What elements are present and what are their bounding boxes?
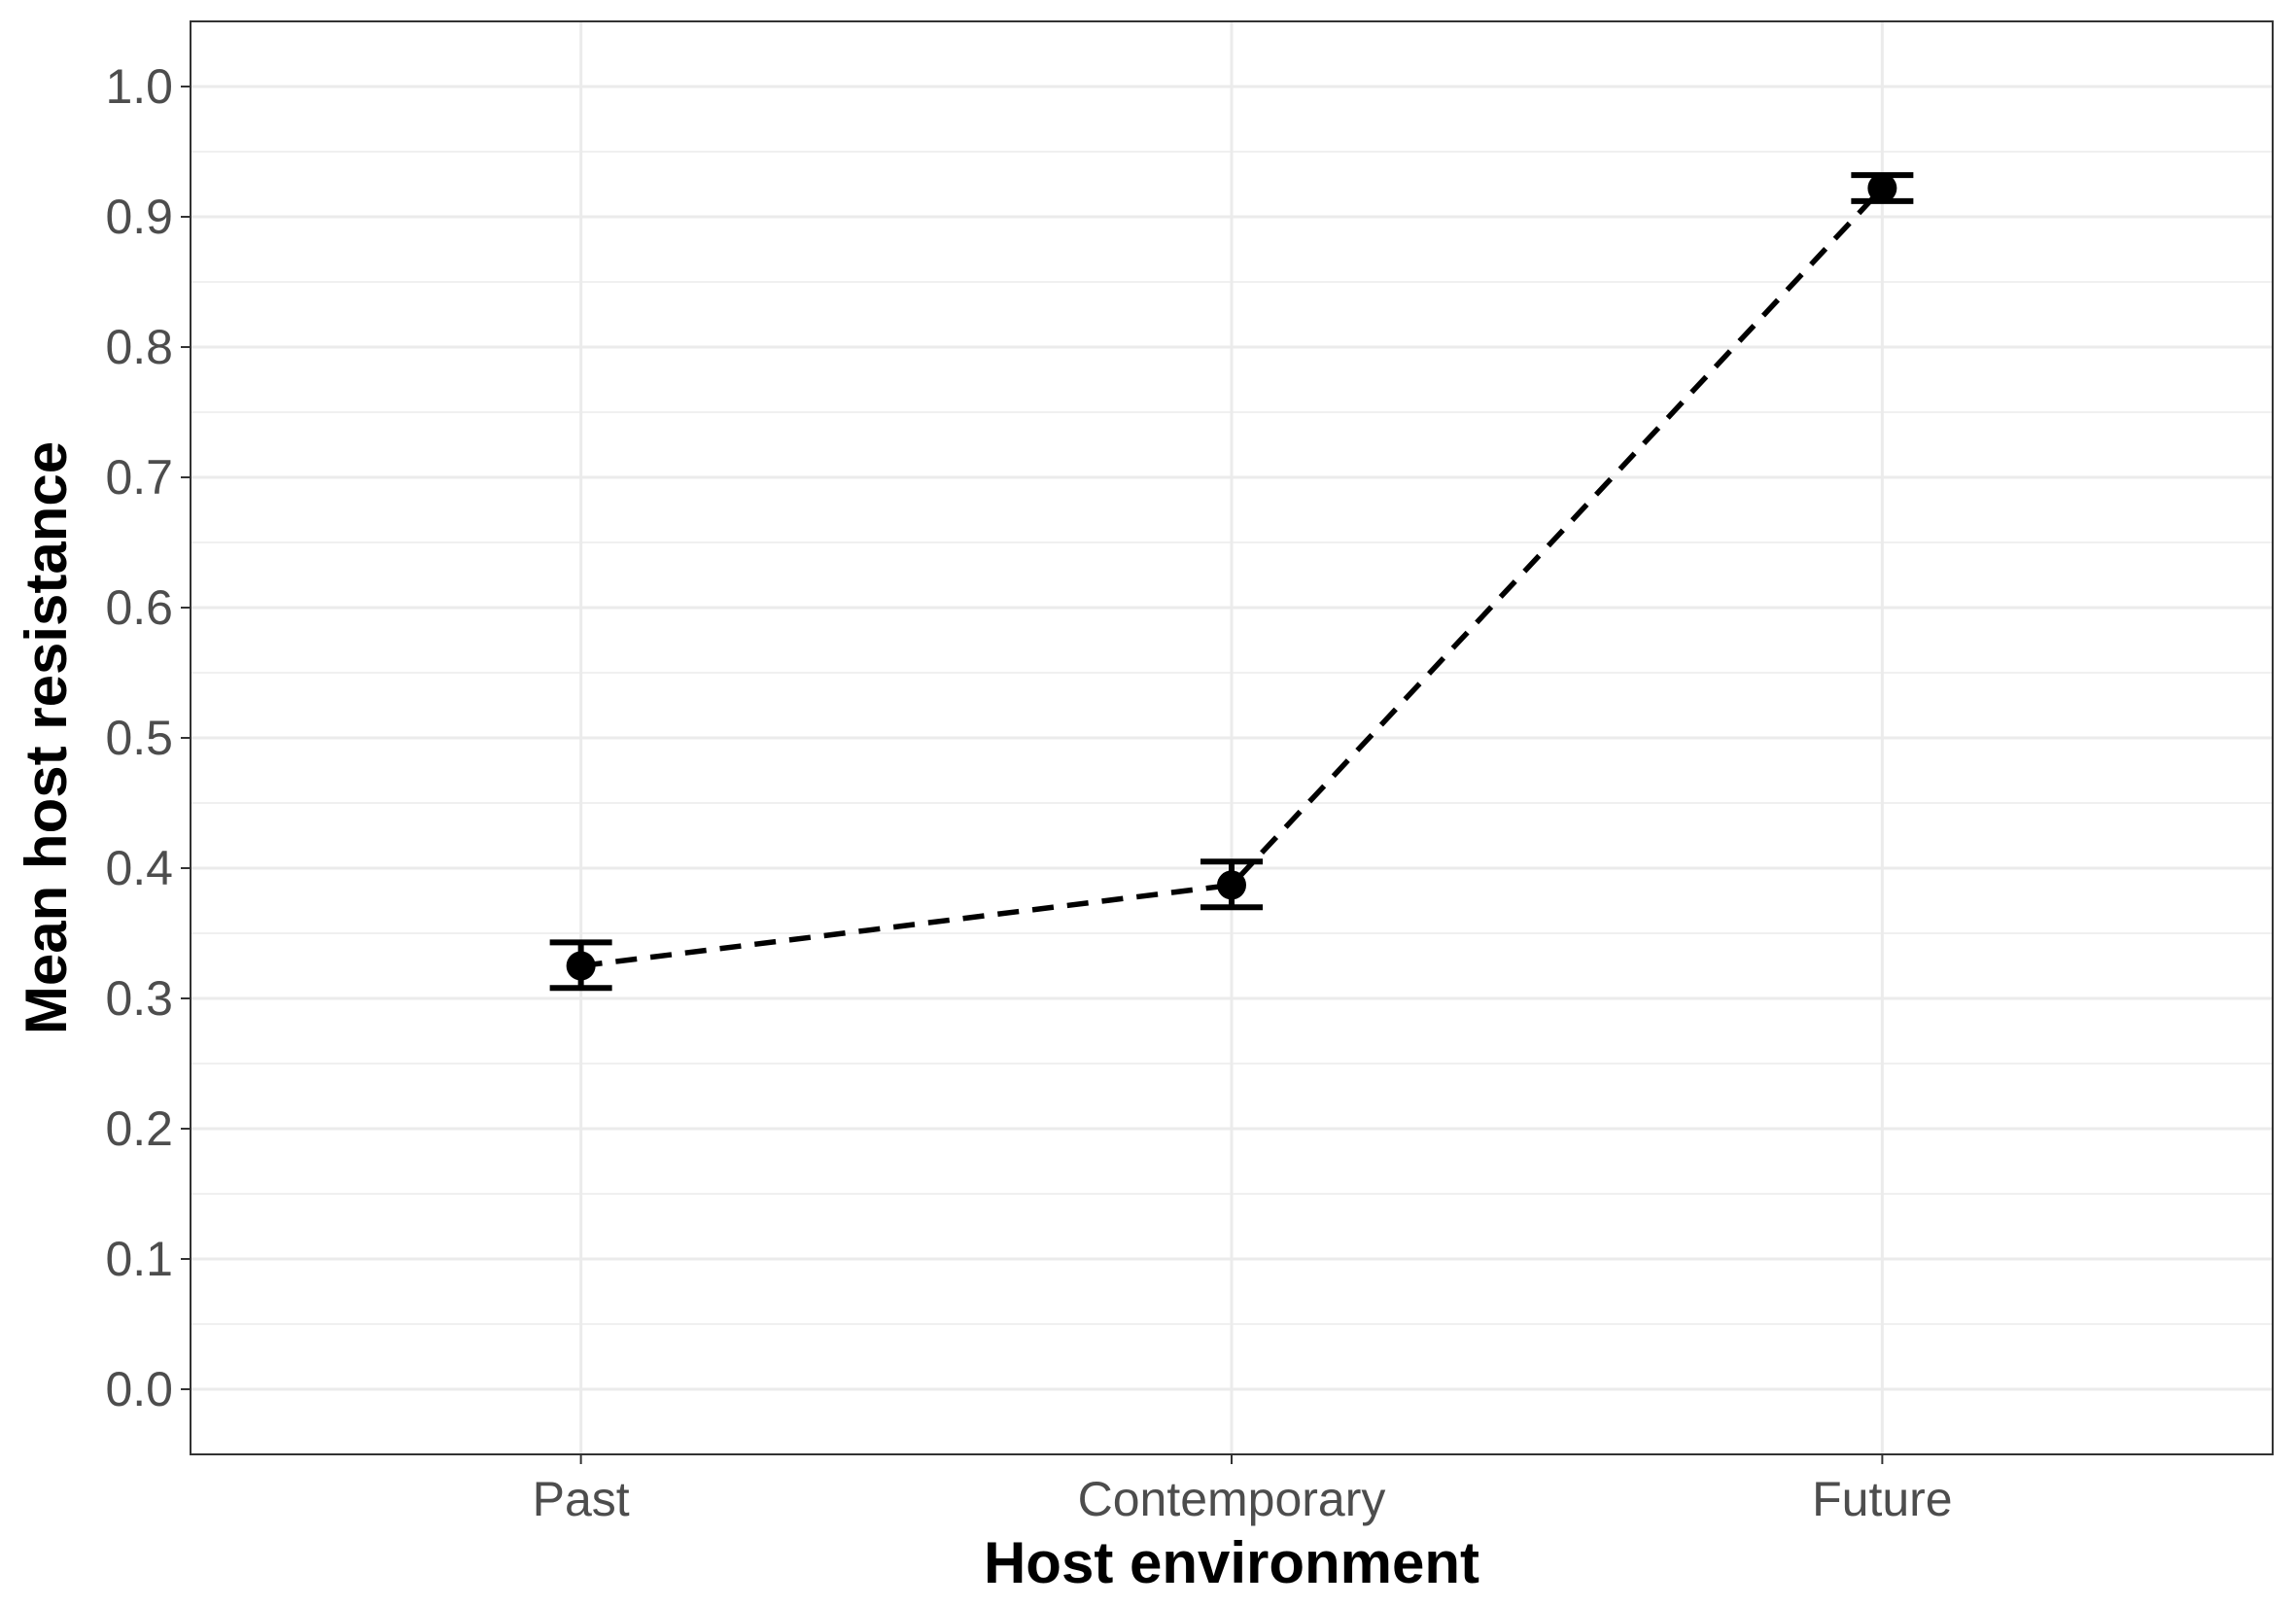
- series-line: [580, 186, 1885, 969]
- y-tick-label: 0.2: [105, 1101, 173, 1156]
- x-axis-title: Host environment: [984, 1530, 1479, 1595]
- y-tick-label: 0.3: [105, 971, 173, 1026]
- data-point: [566, 951, 596, 981]
- y-tick-label: 0.7: [105, 450, 173, 505]
- data-point: [1867, 173, 1897, 203]
- data-series: [549, 172, 1914, 992]
- y-tick-label: 0.0: [105, 1362, 173, 1416]
- y-tick-label: 0.4: [105, 841, 173, 895]
- y-axis-ticks: 0.0 0.1 0.2 0.3 0.4 0.5 0.6 0.7 0.8 0.9 1.0: [105, 59, 191, 1416]
- data-point: [1217, 870, 1246, 900]
- y-tick-label: 0.5: [105, 711, 173, 765]
- x-axis-ticks: Past Contemporary Future: [533, 1454, 1953, 1526]
- y-tick-label: 0.6: [105, 580, 173, 635]
- y-tick-label: 0.1: [105, 1232, 173, 1286]
- y-axis-title: Mean host resistance: [14, 441, 79, 1034]
- x-tick-label: Contemporary: [1078, 1472, 1386, 1526]
- x-tick-label: Past: [533, 1472, 630, 1526]
- y-tick-label: 0.9: [105, 190, 173, 244]
- y-tick-label: 0.8: [105, 320, 173, 374]
- panel-border: [190, 20, 2274, 1455]
- y-tick-label: 1.0: [105, 59, 173, 114]
- x-tick-label: Future: [1812, 1472, 1953, 1526]
